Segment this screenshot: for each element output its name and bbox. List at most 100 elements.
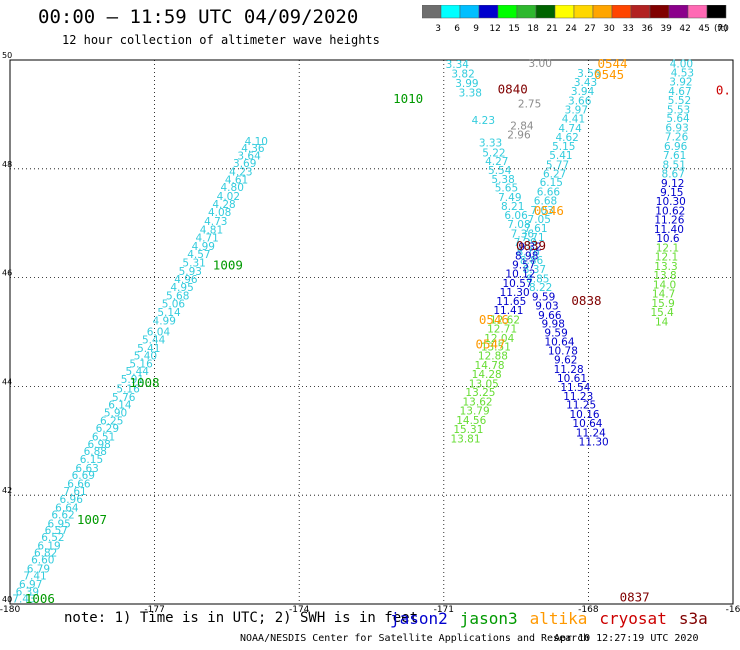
data-point: 10.64: [572, 418, 602, 430]
data-point: 4.23: [229, 166, 252, 178]
data-point: 6.66: [537, 186, 561, 198]
x-tick-label: -16: [726, 605, 740, 615]
data-point: 6.82: [34, 548, 57, 560]
data-point: 5.40: [134, 351, 157, 363]
data-point: 4.08: [208, 207, 231, 219]
data-point: 3.69: [233, 158, 256, 170]
data-point: 6.79: [27, 563, 50, 575]
data-point: 11.30: [579, 437, 609, 449]
data-point: 6.96: [60, 494, 84, 506]
data-point: 4.53: [671, 67, 694, 79]
generated-timestamp: Apr 10 12:27:19 UTC 2020: [554, 633, 699, 644]
data-point: 3.34: [446, 59, 470, 71]
time-label: 0546: [479, 312, 509, 327]
data-point: 15.31: [453, 424, 483, 436]
color-scale-label: 21: [546, 24, 557, 34]
data-point: 4.62: [555, 132, 578, 144]
data-point: 11.25: [566, 400, 596, 412]
data-point: 12.71: [487, 324, 517, 336]
data-point: 11.54: [560, 382, 590, 394]
data-point: 5.38: [491, 174, 514, 186]
data-point: 5.41: [137, 343, 160, 355]
data-point: 7.49: [498, 192, 521, 204]
data-point: 5.64: [666, 113, 690, 125]
data-point: 4.57: [187, 249, 210, 261]
data-point: 8.98: [515, 251, 538, 263]
data-point: 8.67: [662, 169, 685, 181]
data-point: 2.75: [518, 98, 541, 110]
data-point: 4.36: [241, 143, 265, 155]
data-point: 6.06: [504, 210, 528, 222]
color-scale-label: 33: [622, 24, 633, 34]
data-point: 6.96: [664, 141, 688, 153]
time-label: 0840: [498, 82, 528, 97]
y-tick-label: 44: [2, 377, 12, 386]
data-point: 5.44: [142, 334, 166, 346]
data-point: 6.93: [665, 122, 688, 134]
data-point: 8.22: [529, 282, 552, 294]
data-point: 10.57: [503, 278, 533, 290]
data-point: 7.61: [524, 223, 547, 235]
time-label: 1009: [213, 257, 243, 272]
data-point: 7.61: [663, 150, 686, 162]
data-point: 6.62: [51, 510, 74, 522]
data-point: 5.41: [549, 150, 572, 162]
data-point: 10.6: [656, 233, 680, 245]
data-point: 9.32: [518, 241, 541, 253]
data-point: 5.44: [126, 366, 150, 378]
data-point: 4.99: [153, 315, 176, 327]
data-point: 7.03: [530, 205, 553, 217]
data-point: 12.62: [490, 314, 520, 326]
time-label: 0.: [716, 82, 731, 97]
color-scale-label: 27: [584, 24, 595, 34]
data-point: 6.27: [543, 169, 566, 181]
data-point: 11.30: [500, 287, 530, 299]
data-point: 11.65: [496, 296, 526, 308]
legend-item-jason2: jason2: [390, 609, 448, 628]
data-point: 14.78: [475, 360, 505, 372]
data-point: 4.10: [245, 136, 268, 148]
time-label: 0838: [571, 293, 601, 308]
data-point: 4.80: [221, 182, 244, 194]
data-point: 4.81: [200, 225, 223, 237]
data-point: 5.90: [104, 407, 127, 419]
data-point: 6.63: [75, 463, 98, 475]
x-tick-label: -177: [144, 605, 164, 615]
time-label: 0837: [620, 589, 650, 604]
data-point: 6.15: [80, 454, 103, 466]
time-label: 0545: [594, 67, 624, 82]
data-point: 5.22: [482, 147, 505, 159]
data-point: 6.57: [45, 525, 68, 537]
data-point: 10.16: [570, 409, 600, 421]
data-point: 2.84: [510, 121, 534, 133]
data-point: 3.33: [479, 137, 502, 149]
data-point: 14: [655, 316, 669, 328]
data-point: 13.3: [654, 261, 677, 273]
data-point: 7.71: [521, 232, 544, 244]
data-point: 13.51: [481, 341, 511, 353]
data-point: 9.03: [535, 301, 558, 313]
data-point: 12.1: [656, 242, 679, 254]
data-point: 15.4: [650, 307, 674, 319]
data-point: 7.41: [23, 571, 46, 583]
data-point: 5.91: [121, 374, 144, 386]
data-point: 13.25: [465, 387, 495, 399]
color-scale-label: 24: [565, 24, 577, 34]
data-point: 13.79: [460, 406, 490, 418]
data-point: 8.86: [520, 255, 544, 267]
data-point: 6.66: [67, 479, 91, 491]
color-scale-label: 42: [679, 24, 690, 34]
data-point: 4.00: [670, 59, 693, 71]
data-point: 6.60: [31, 555, 54, 567]
data-point: 4.96: [174, 274, 198, 286]
y-tick-label: 40: [2, 595, 12, 604]
legend-item-jason3: jason3: [459, 609, 518, 628]
data-point: 6.97: [19, 579, 42, 591]
data-point: 15.9: [651, 298, 674, 310]
data-point: 13.81: [450, 433, 480, 445]
credit-text: NOAA/NESDIS Center for Satellite Applica…: [240, 633, 590, 644]
data-point: 11.24: [576, 427, 606, 439]
color-scale-label: 12: [489, 24, 500, 34]
data-point: 7.08: [507, 219, 530, 231]
